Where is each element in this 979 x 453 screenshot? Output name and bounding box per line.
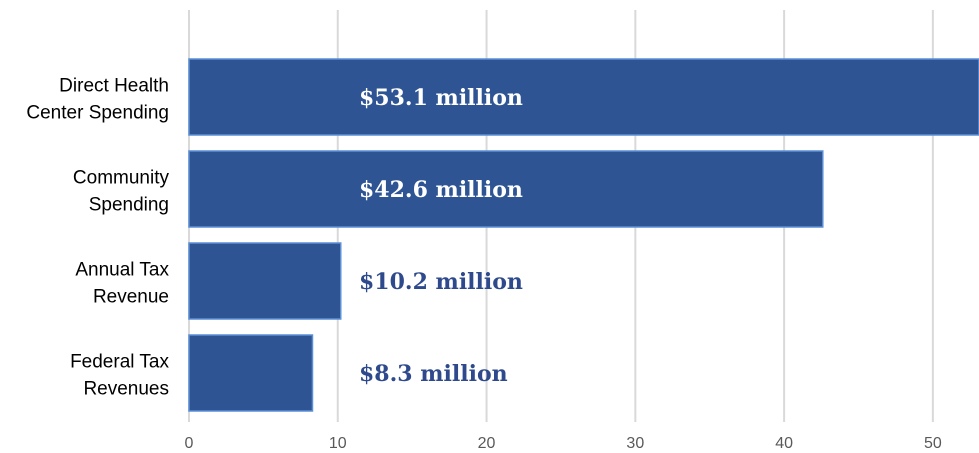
x-tick-label: 40 (775, 435, 793, 452)
category-label: Direct Health Center Spending (26, 76, 169, 124)
x-tick-label: 50 (924, 435, 942, 452)
category-label-line: Federal Tax (70, 352, 169, 373)
bar (188, 58, 979, 136)
data-label: $10.2 million (359, 269, 523, 295)
x-tick-label: 20 (478, 435, 496, 452)
category-label-line: Revenues (83, 379, 169, 400)
category-label: Community Spending (73, 168, 170, 216)
bar (188, 150, 824, 228)
x-tick-label: 0 (185, 435, 194, 452)
category-label-line: Direct Health (59, 76, 169, 97)
category-label-line: Revenue (93, 287, 169, 308)
data-label: $8.3 million (359, 361, 508, 387)
category-label-line: Center Spending (26, 103, 169, 124)
x-tick-label: 30 (626, 435, 644, 452)
category-label: Federal Tax Revenues (70, 352, 169, 400)
data-label: $42.6 million (359, 177, 523, 203)
x-tick-label: 10 (329, 435, 347, 452)
category-label-line: Community (73, 168, 170, 189)
bar (188, 242, 342, 320)
bar (188, 334, 314, 412)
data-label: $53.1 million (359, 85, 523, 111)
category-label: Annual Tax Revenue (75, 260, 169, 308)
category-label-line: Annual Tax (75, 260, 169, 281)
category-label-line: Spending (89, 195, 169, 216)
